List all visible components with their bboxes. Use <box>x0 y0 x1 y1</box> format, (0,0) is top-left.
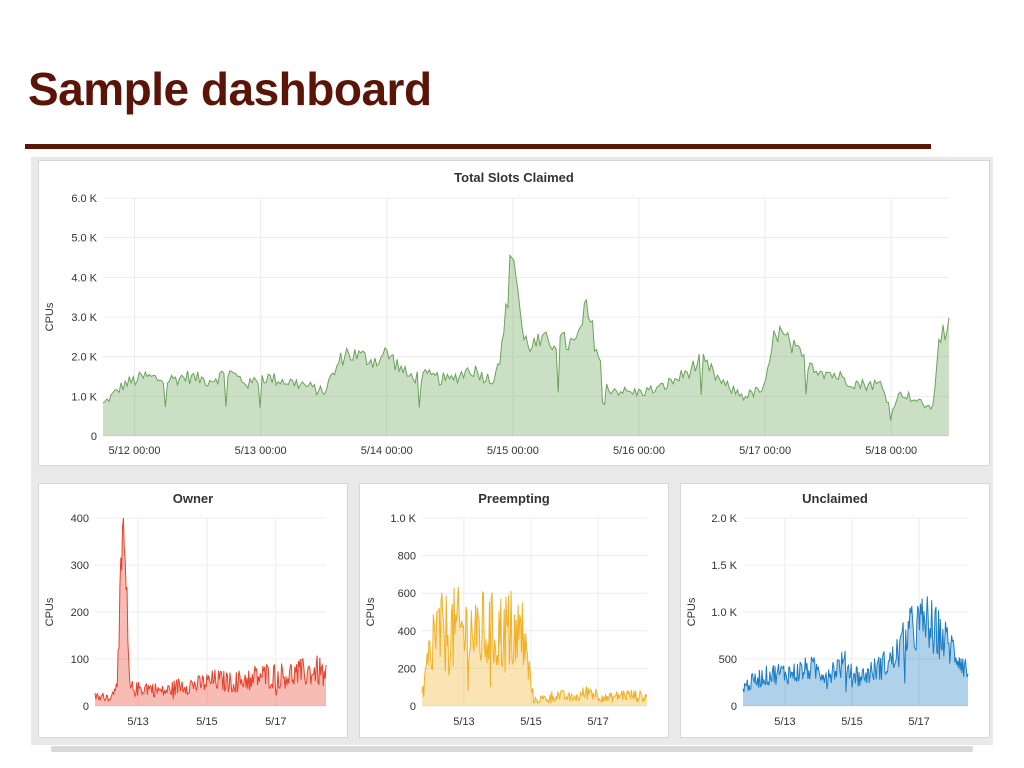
x-tick-label: 5/17 <box>265 716 286 728</box>
x-tick-label: 5/17 00:00 <box>739 445 791 457</box>
horizontal-scrollbar[interactable] <box>51 746 973 752</box>
y-tick-label: 800 <box>398 551 416 563</box>
y-tick-label: 600 <box>398 588 416 600</box>
x-tick-label: 5/13 <box>774 716 795 728</box>
series-line <box>742 596 969 693</box>
series-area <box>95 518 326 706</box>
y-tick-label: 1.0 K <box>711 607 737 619</box>
y-tick-label: 300 <box>71 560 89 572</box>
series-area <box>422 586 647 706</box>
panel-preempting: Preempting 0 200 400 600 800 1.0 K 5/13 5/15 5/1… <box>359 483 669 738</box>
x-tick-label: 5/15 <box>841 716 862 728</box>
y-tick-label: 1.5 K <box>711 560 737 572</box>
y-tick-label: 500 <box>719 654 737 666</box>
x-tick-label: 5/12 00:00 <box>109 445 161 457</box>
y-tick-label: 5.0 K <box>71 233 97 245</box>
x-tick-label: 5/15 00:00 <box>487 445 539 457</box>
chart-total-slots: 0 1.0 K 2.0 K 3.0 K 4.0 K 5.0 K 6.0 K 5/12 00:0… <box>44 193 950 457</box>
chart-preempting: 0 200 400 600 800 1.0 K 5/13 5/15 5/17 CPUs <box>365 513 648 728</box>
x-tick-label: 5/13 00:00 <box>235 445 287 457</box>
y-tick-label: 0 <box>83 701 89 713</box>
series-area <box>743 596 968 706</box>
y-tick-label: 0 <box>91 431 97 443</box>
x-tick-label: 5/15 <box>196 716 217 728</box>
y-tick-label: 2.0 K <box>711 513 737 525</box>
x-tick-label: 5/17 <box>908 716 929 728</box>
series-area <box>103 255 949 436</box>
panel-title: Unclaimed <box>802 491 868 506</box>
series-line <box>102 254 950 421</box>
y-tick-label: 1.0 K <box>390 513 416 525</box>
series-line <box>421 586 648 705</box>
x-tick-label: 5/17 <box>587 716 608 728</box>
panel-total-slots: Total Slots Claimed 0 1.0 K 2.0 K 3.0 K 4.0 … <box>38 160 990 466</box>
y-tick-label: 100 <box>71 654 89 666</box>
x-tick-label: 5/18 00:00 <box>865 445 917 457</box>
chart-owner: 0 100 200 300 400 5/13 5/15 5/17 CPUs <box>44 513 327 728</box>
x-tick-label: 5/15 <box>520 716 541 728</box>
x-tick-label: 5/13 <box>127 716 148 728</box>
y-tick-label: 0 <box>410 701 416 713</box>
y-tick-label: 400 <box>398 626 416 638</box>
y-axis-label: CPUs <box>44 302 56 331</box>
y-tick-label: 3.0 K <box>71 312 97 324</box>
title-divider <box>25 144 931 149</box>
panel-unclaimed: Unclaimed 0 500 1.0 K 1.5 K 2.0 K 5/13 5/15 5/1… <box>680 483 990 738</box>
y-tick-label: 1.0 K <box>71 391 97 403</box>
y-axis-label: CPUs <box>365 597 377 626</box>
y-tick-label: 200 <box>398 663 416 675</box>
panel-owner: Owner 0 100 200 300 400 5/13 5/15 5/17 CPUs <box>38 483 348 738</box>
panel-title: Preempting <box>478 491 550 506</box>
y-axis-label: CPUs <box>686 597 698 626</box>
x-tick-label: 5/14 00:00 <box>361 445 413 457</box>
y-tick-label: 4.0 K <box>71 272 97 284</box>
y-tick-label: 400 <box>71 513 89 525</box>
y-tick-label: 2.0 K <box>71 352 97 364</box>
panel-title: Total Slots Claimed <box>454 170 574 185</box>
x-tick-label: 5/16 00:00 <box>613 445 665 457</box>
x-tick-label: 5/13 <box>453 716 474 728</box>
panel-title: Owner <box>172 491 214 506</box>
y-axis-label: CPUs <box>44 597 56 626</box>
y-tick-label: 0 <box>731 701 737 713</box>
y-tick-label: 200 <box>71 607 89 619</box>
series-line <box>94 517 327 702</box>
chart-unclaimed: 0 500 1.0 K 1.5 K 2.0 K 5/13 5/15 5/17 CPUs <box>686 513 969 728</box>
y-tick-label: 6.0 K <box>71 193 97 205</box>
slide-title: Sample dashboard <box>28 63 432 115</box>
